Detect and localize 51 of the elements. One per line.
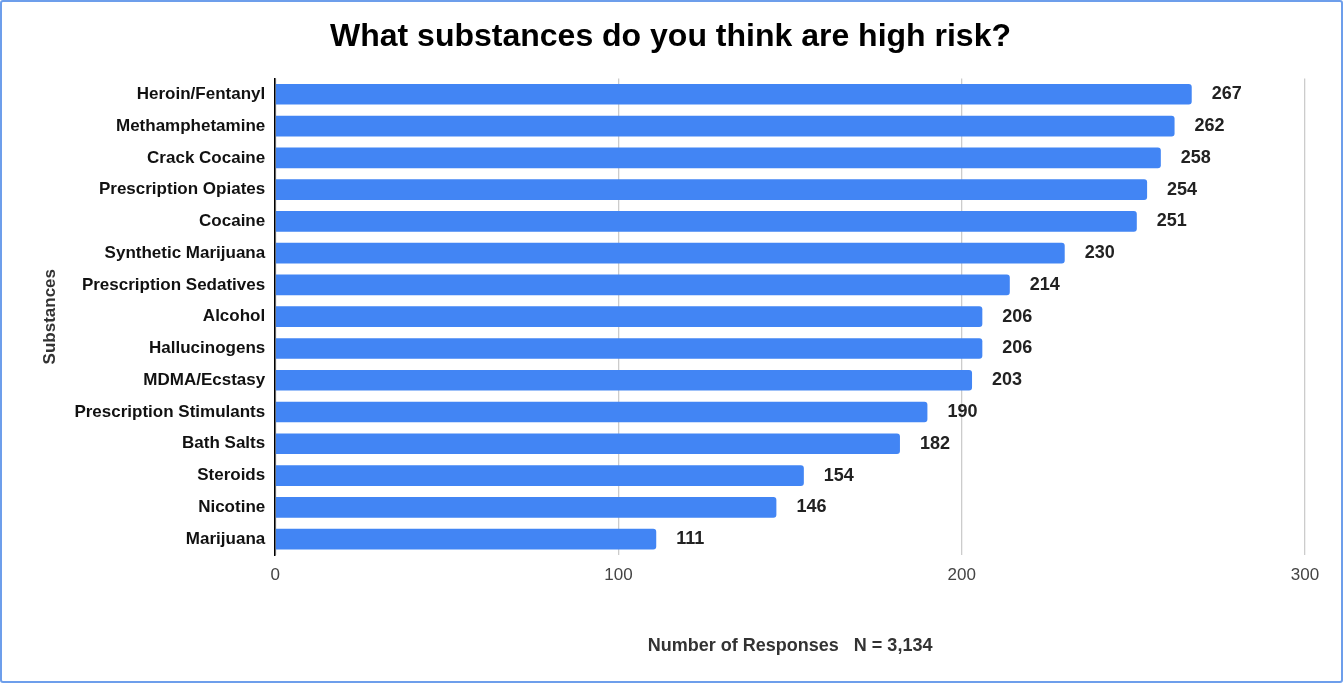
y-tick-label: Marijuana	[185, 528, 266, 548]
y-tick-label: Prescription Stimulants	[74, 401, 266, 421]
data-label: 254	[1167, 178, 1198, 199]
y-tick-label: Prescription Opiates	[98, 179, 266, 199]
bar	[275, 211, 1137, 232]
bar	[275, 433, 900, 455]
bar	[275, 306, 983, 328]
y-tick-label: Nicotine	[198, 497, 266, 517]
y-tick-label: Alcohol	[202, 306, 266, 326]
data-label: 154	[823, 464, 854, 485]
chart-title: What substances do you think are high risk?	[330, 17, 1011, 54]
bar	[275, 242, 1065, 264]
bar	[275, 401, 928, 423]
bar	[275, 83, 1192, 105]
data-label: 190	[947, 400, 978, 421]
y-tick-label: Prescription Sedatives	[81, 274, 266, 294]
y-tick-label: Crack Cocaine	[147, 147, 266, 167]
x-tick-label: 0	[270, 564, 280, 584]
bar	[275, 369, 973, 391]
data-label: 230	[1084, 242, 1115, 263]
y-tick-label: Synthetic Marijuana	[104, 242, 266, 262]
bar	[275, 338, 983, 359]
bar	[275, 528, 657, 550]
bar	[275, 497, 777, 518]
data-label: 146	[796, 496, 827, 517]
y-tick-label: Methamphetamine	[115, 115, 266, 135]
bar	[275, 115, 1175, 137]
data-label: 267	[1211, 83, 1242, 104]
data-label: 262	[1194, 115, 1225, 136]
y-tick-label: Hallucinogens	[149, 338, 266, 358]
x-tick-label: 300	[1290, 564, 1320, 584]
data-label: 182	[919, 432, 950, 453]
y-tick-label: Cocaine	[199, 211, 266, 231]
data-label: 258	[1180, 146, 1211, 167]
y-tick-label: Heroin/Fentanyl	[136, 83, 266, 103]
y-tick-label: Steroids	[197, 465, 266, 485]
bar	[275, 179, 1148, 200]
y-tick-label: MDMA/Ecstasy	[143, 369, 266, 389]
y-tick-label: Bath Salts	[182, 433, 266, 453]
data-label: 251	[1156, 210, 1187, 231]
x-tick-label: 100	[604, 564, 633, 584]
data-label: 203	[992, 369, 1023, 390]
data-label: 206	[1002, 305, 1033, 326]
bar	[275, 465, 804, 486]
data-label: 111	[676, 528, 705, 549]
bar	[275, 147, 1161, 169]
data-label: 206	[1002, 337, 1033, 358]
data-label: 214	[1029, 273, 1060, 294]
bar	[275, 274, 1010, 296]
x-tick-label: 200	[947, 564, 976, 584]
y-axis-title: Substances	[39, 268, 59, 365]
